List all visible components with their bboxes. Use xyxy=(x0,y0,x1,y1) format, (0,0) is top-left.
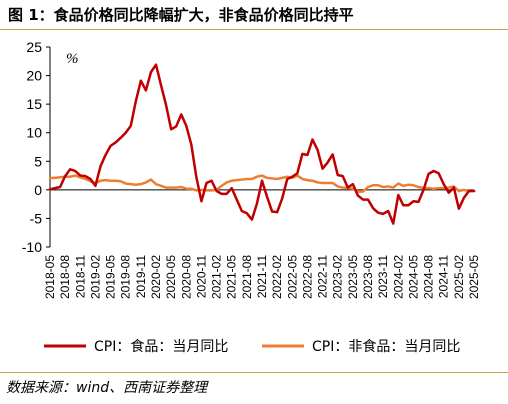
x-tick-label: 2020-11 xyxy=(194,255,208,298)
x-tick-label: 2021-02 xyxy=(210,255,224,299)
series-layer xyxy=(48,63,476,225)
x-tick-label: 2022-05 xyxy=(285,255,299,299)
y-tick-label: 15 xyxy=(26,96,42,112)
x-tick-label: 2019-11 xyxy=(134,255,148,298)
x-tick-label: 2023-02 xyxy=(331,255,345,299)
chart-title: 图 1：食品价格同比降幅扩大，非食品价格同比持平 xyxy=(8,6,354,24)
y-tick-label: 20 xyxy=(26,68,42,84)
x-tick-label: 2018-05 xyxy=(43,255,57,299)
y-tick-label: -10 xyxy=(22,239,42,255)
x-tick-label: 2019-05 xyxy=(104,255,118,299)
legend-label-nonfood: CPI：非食品：当月同比 xyxy=(312,338,460,355)
x-tick-label: 2023-08 xyxy=(361,255,375,299)
x-tick-label: 2021-11 xyxy=(255,255,269,298)
x-tick-label: 2023-05 xyxy=(346,255,360,299)
x-tick-label: 2022-08 xyxy=(300,255,314,299)
footer-divider xyxy=(0,372,508,373)
x-tick-label: 2025-02 xyxy=(452,255,466,299)
x-tick-label: 2023-11 xyxy=(376,255,390,298)
y-tick-label: 5 xyxy=(34,153,42,169)
x-tick-label: 2025-05 xyxy=(467,255,481,299)
x-tick-label: 2019-08 xyxy=(119,255,133,299)
x-tick-label: 2018-11 xyxy=(73,255,87,298)
x-tick-label: 2018-08 xyxy=(58,255,72,299)
x-tick-label: 2020-05 xyxy=(164,255,178,299)
x-tick-label: 2024-05 xyxy=(406,255,420,299)
y-tick-label: -5 xyxy=(30,210,43,226)
x-tick-label: 2021-08 xyxy=(240,255,254,299)
data-source: 数据来源：wind、西南证券整理 xyxy=(6,380,208,396)
y-tick-label: 25 xyxy=(26,39,42,55)
title-divider xyxy=(0,29,508,30)
y-tick-label: 10 xyxy=(26,125,42,141)
x-tick-label: 2024-11 xyxy=(437,255,451,298)
legend-label-food: CPI：食品：当月同比 xyxy=(94,338,228,355)
legend: CPI：食品：当月同比 CPI：非食品：当月同比 xyxy=(44,338,460,355)
x-tick-label: 2024-02 xyxy=(391,255,405,299)
y-unit-label: % xyxy=(66,51,79,67)
x-tick-label: 2020-08 xyxy=(179,255,193,299)
series-line-food xyxy=(48,63,476,225)
x-tick-label: 2024-08 xyxy=(422,255,436,299)
x-tick-label: 2022-11 xyxy=(316,255,330,298)
x-tick-label: 2020-02 xyxy=(149,255,163,299)
x-tick-label: 2019-02 xyxy=(88,255,102,299)
x-tick-label: 2022-02 xyxy=(270,255,284,299)
x-tick-label: 2021-05 xyxy=(225,255,239,299)
series-line-nonfood xyxy=(48,174,476,193)
y-tick-label: 0 xyxy=(34,182,42,198)
